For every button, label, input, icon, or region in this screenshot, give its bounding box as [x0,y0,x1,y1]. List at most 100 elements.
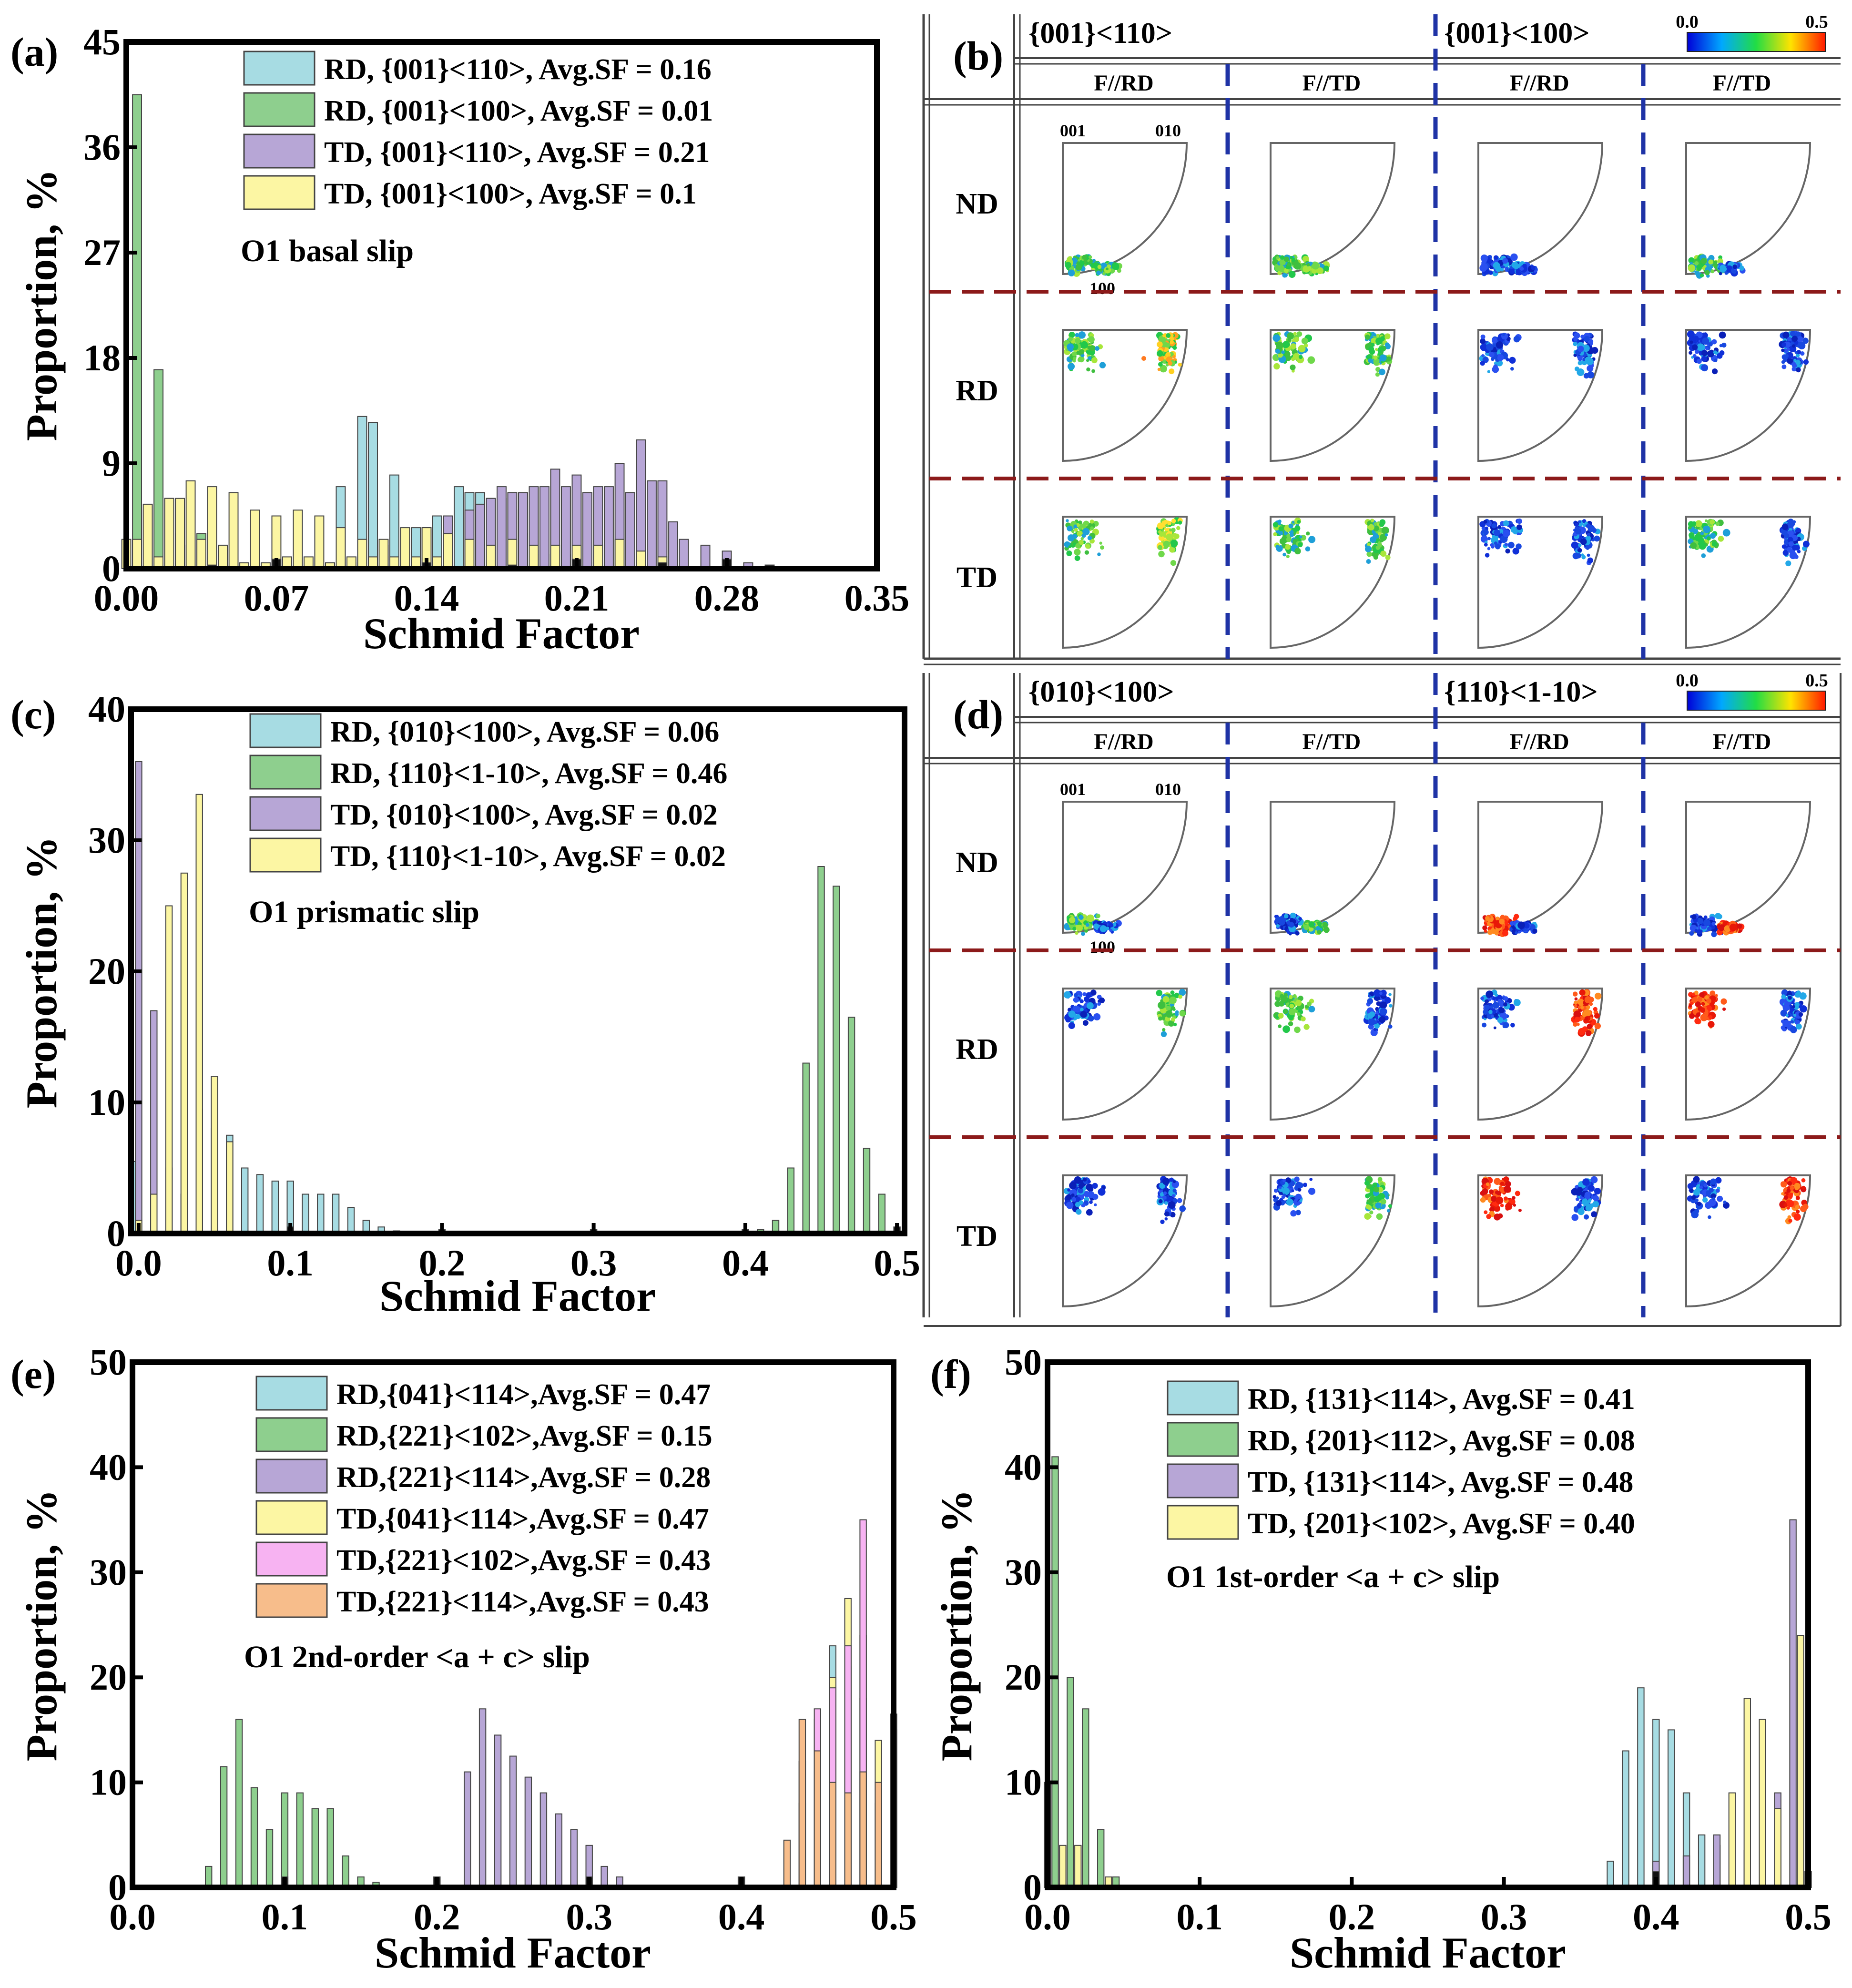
orientation-point [1699,992,1705,998]
orientation-point [1578,543,1582,547]
bar-a-s3-4 [164,498,174,569]
orientation-point [1376,342,1379,346]
bar-e-s2-5 [539,1792,548,1888]
x-tick-label: 0.2 [414,1896,460,1937]
orientation-point [1701,356,1707,362]
orientation-point [1498,1007,1505,1014]
pole-figure [1270,801,1396,936]
orientation-point [1084,550,1089,555]
legend-label: TD,{221}<114>,Avg.SF = 0.43 [336,1586,709,1618]
orientation-point [1689,351,1693,355]
orientation-point [1701,364,1709,372]
orientation-point [1276,1200,1282,1206]
orientation-point [1089,520,1094,524]
orientation-point [1693,1176,1700,1183]
orientation-point [1172,355,1176,359]
orientation-point [1516,543,1522,550]
orientation-point [1708,1021,1715,1028]
orientation-point [1785,560,1791,567]
legend-label: TD,{221}<102>,Avg.SF = 0.43 [336,1544,711,1577]
bar-e-s5-5 [859,1771,867,1888]
orientation-point [1707,926,1712,931]
slip-family-left: {001}<110> [1028,17,1172,50]
orientation-point [1111,262,1119,270]
bar-a-s1-2 [153,369,164,569]
orientation-point [1298,355,1303,359]
orientation-point [1178,994,1182,999]
orientation-point [1279,538,1286,545]
orientation-point [1723,1200,1727,1204]
orientation-point [1573,991,1578,997]
orientation-point [1285,1177,1292,1183]
orientation-point [1100,545,1105,550]
pole-figure [1477,1174,1604,1308]
bar-e-s2-1 [478,1708,487,1888]
bar-f-s3-4 [1728,1792,1736,1888]
orientation-point [1293,262,1302,270]
orientation-point [1483,529,1489,535]
orientation-point [1795,1195,1800,1200]
orientation-point [1282,1187,1290,1195]
orientation-point [1099,541,1102,545]
legend-label: RD, {131}<114>, Avg.SF = 0.41 [1248,1383,1635,1416]
orientation-point [1783,1203,1788,1207]
orientation-point [1117,268,1121,273]
orientation-point [1096,270,1101,275]
orientation-point [1278,265,1285,272]
orientation-point [1793,1213,1801,1221]
orientation-point [1494,541,1498,545]
orientation-point [1292,520,1295,524]
orientation-point [1292,994,1297,998]
orientation-point [1303,1024,1310,1030]
orientation-point [1168,1201,1176,1209]
orientation-point [1071,1193,1075,1197]
orientation-point [1708,1015,1713,1019]
bar-a-s3-30 [443,533,453,570]
pole-figure [1685,1174,1811,1308]
orientation-point [1492,1001,1500,1009]
orientation-point [1577,356,1583,361]
orientation-point [1371,1200,1374,1203]
orientation-point [1514,999,1521,1006]
orientation-point [1487,537,1491,540]
orientation-point [1571,541,1578,549]
orientation-point [1294,525,1301,531]
orientation-point [1495,993,1498,997]
orientation-point [1586,536,1591,541]
orientation-point [1296,530,1300,534]
orientation-point [1073,524,1077,528]
inverse-pole-figure-sector [1270,1174,1396,1308]
orientation-point [1283,914,1289,918]
orientation-point [1701,350,1708,357]
pole-figure [1685,801,1811,938]
bar-c-s0-6 [271,1181,279,1234]
legend-label: TD, {001}<100>, Avg.SF = 0.1 [324,178,697,210]
orientation-point [1505,549,1510,554]
orientation-point [1380,1199,1386,1205]
orientation-point [1290,1210,1297,1217]
legend-swatch [249,713,322,748]
orientation-point [1171,1194,1176,1198]
orientation-point [1379,991,1383,995]
orientation-point [1708,1215,1711,1219]
orientation-point [1587,365,1594,372]
orientation-point [1085,923,1089,927]
orientation-point [1578,1028,1585,1035]
orientation-point [1291,1189,1294,1193]
orientation-point [1306,531,1310,536]
legend-label: TD, {001}<110>, Avg.SF = 0.21 [324,136,710,169]
orientation-point [1508,541,1515,549]
x-tick-label: 0.5 [870,1896,917,1937]
orientation-point [1505,1181,1511,1187]
orientation-point [1288,1021,1293,1027]
orientation-point [1097,1002,1101,1006]
orientation-point [1695,1001,1701,1008]
bar-a-s3-32 [486,544,496,570]
orientation-point [1088,336,1095,343]
orientation-point [1274,264,1279,269]
orientation-point [1388,993,1392,996]
orientation-point [1087,1180,1091,1183]
bar-f-s1-1 [1067,1677,1074,1888]
orientation-point [1791,346,1797,352]
orientation-point [1174,992,1180,999]
